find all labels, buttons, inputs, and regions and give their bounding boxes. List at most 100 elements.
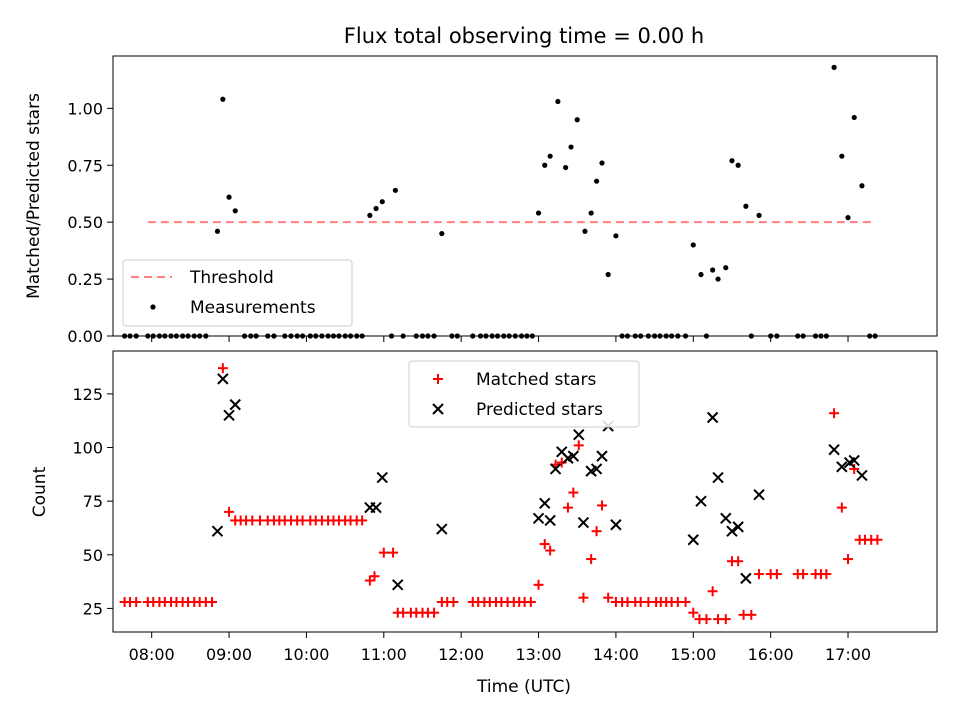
x-tick-label: 12:00 [438,645,484,664]
predicted-star-point [549,463,562,475]
predicted-star-point [687,534,699,546]
measurement-point [851,114,857,121]
predicted-star-point [223,409,235,422]
measurement-point [839,153,845,159]
matched-star-point [596,500,607,511]
x-tick-label: 08:00 [129,645,175,664]
measurement-point [690,242,696,248]
matched-star-point [720,614,731,625]
matched-star-point [701,614,712,625]
matched-star-point [680,596,691,607]
bottom-y-tick-label: 75 [83,492,103,511]
bottom-legend: Matched stars Predicted stars [408,360,640,428]
predicted-star-point [392,579,404,591]
matched-star-point [578,592,589,603]
top-y-tick-label: 0.75 [67,156,103,175]
predicted-star-point [211,525,224,537]
measurement-point [232,208,238,214]
predicted-star-point [828,443,840,456]
matched-star-point [562,502,573,513]
predicted-star-point [596,450,608,462]
measurement-point [743,203,749,209]
matched-star-point [688,607,699,618]
measurement-point [729,158,735,164]
measurement-point [568,144,574,150]
predicted-star-point [740,572,752,585]
top-y-tick-label: 0.25 [67,270,103,289]
matched-star-point [217,363,228,374]
predicted-star-point [610,519,622,531]
matched-star-point [586,554,597,565]
matched-star-point [568,487,579,498]
measurement-point [555,98,561,105]
measurement-point [367,212,373,218]
predicted-star-point [370,501,382,514]
measurement-point [392,187,399,193]
matched-star-point [746,609,757,620]
matched-star-point [843,554,854,565]
matched-star-point [707,586,718,597]
x-tick-label: 09:00 [206,645,252,664]
matched-star-point [771,569,782,580]
legend-matched-label: Matched stars [476,370,596,390]
matched-star-point [448,596,459,607]
bottom-axes-frame [112,350,938,633]
top-legend-box [122,259,353,327]
x-tick-label: 17:00 [825,645,871,664]
predicted-star-point [712,471,724,484]
matched-star-point [556,457,567,468]
predicted-star-point [567,450,580,462]
x-tick-label: 13:00 [515,645,561,664]
bottom-panel: 25 50 75 100 125 08:00 09:00 10:00 11:00 12:00 13:… [72,350,938,664]
measurement-point [859,183,865,189]
x-tick-label: 10:00 [283,645,329,664]
x-axis-label: Time (UTC) [476,677,571,697]
legend-measurements-label: Measurements [190,298,316,318]
measurement-point [373,205,379,212]
matched-star-point [207,596,218,607]
matched-star-point [829,408,840,419]
legend-matched-swatch [433,374,443,384]
measurement-point [710,267,716,273]
matched-star-point [849,463,860,474]
matched-star-point [369,571,380,582]
measurement-point [563,164,569,171]
predicted-star-point [720,512,732,525]
matched-star-point [603,592,614,603]
legend-predicted-label: Predicted stars [476,400,603,420]
matched-star-point [224,506,235,517]
legend-measurements-swatch [150,304,156,310]
measurement-point [226,194,232,200]
matched-star-point [429,607,440,618]
predicted-star-point [539,497,551,510]
chart-title: Flux total observing time = 0.00 h [344,24,704,48]
top-axes-frame [112,55,938,337]
predicted-star-point [732,521,744,533]
legend-predicted-swatch [432,403,444,415]
measurement-point [535,210,542,216]
predicted-star-point [590,463,603,475]
measurement-point [723,265,729,271]
top-panel: 0.00 0.25 0.50 0.75 1.00 Threshold Measurement… [67,55,938,346]
measurement-point [735,162,741,168]
bottom-y-tick-label: 100 [72,439,103,458]
measurement-point [599,160,605,166]
matched-star-point [357,515,368,526]
x-tick-label: 11:00 [361,645,407,664]
measurement-point [547,153,553,159]
predicted-star-point [217,373,229,385]
x-tick-label: 15:00 [670,645,716,664]
measurement-point [588,210,594,216]
top-y-axis-label: Matched/Predicted stars [24,93,44,299]
measurement-point [845,215,851,221]
measurement-point [715,276,721,282]
bottom-y-tick-label: 125 [72,385,103,404]
x-tick-label: 16:00 [748,645,794,664]
legend-threshold-label: Threshold [189,268,274,288]
predicted-star-point [376,471,388,484]
predicted-star-point [726,525,738,537]
matched-star-point [733,556,744,567]
top-y-tick-label: 0.00 [67,327,103,346]
matched-star-point [131,596,142,607]
